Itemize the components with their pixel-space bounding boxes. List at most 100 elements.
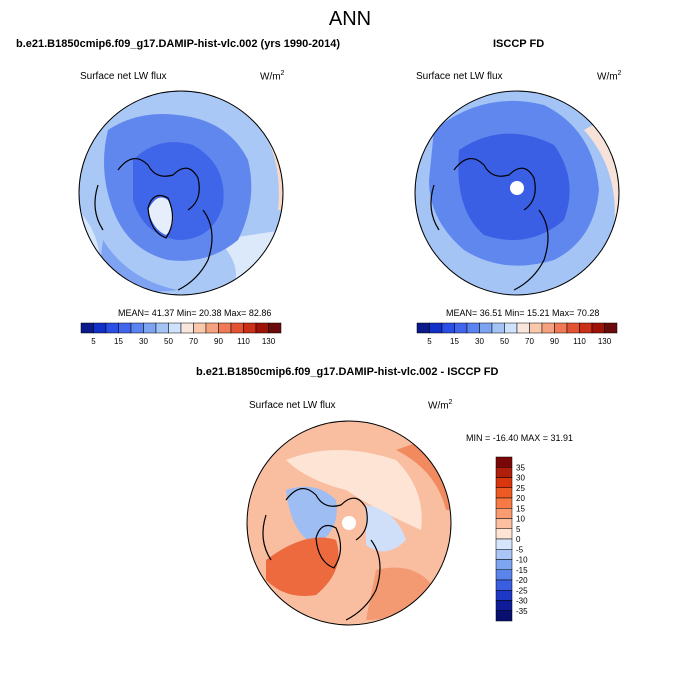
obs-panel-title: ISCCP FD	[493, 38, 545, 50]
obs-map-border	[414, 90, 620, 296]
obs-polar-hole	[510, 181, 524, 195]
colorbar-swatch	[80, 322, 94, 334]
colorbar-swatch	[180, 322, 194, 334]
colorbar-swatch	[193, 322, 207, 334]
colorbar-swatch	[529, 322, 543, 334]
colorbar-swatch	[495, 518, 513, 529]
colorbar-tick-label: 30	[475, 337, 484, 346]
diff-variable-label: Surface net LW flux	[249, 400, 336, 411]
colorbar-tick-label: 30	[516, 474, 525, 483]
colorbar-swatch	[495, 487, 513, 499]
colorbar-swatch	[495, 590, 513, 601]
colorbar-tick-label: 110	[237, 337, 250, 346]
colorbar-swatch	[441, 322, 455, 334]
colorbar-swatch	[93, 322, 107, 334]
obs-units-label: W/m2	[597, 70, 622, 83]
colorbar-tick-label: -20	[516, 576, 528, 585]
colorbar-swatch	[218, 322, 232, 334]
colorbar-tick-label: -25	[516, 586, 528, 595]
diff-map-region	[286, 450, 422, 530]
colorbar-tick-label: -15	[516, 566, 528, 575]
colorbar-swatch	[554, 322, 568, 334]
colorbar-swatch	[118, 322, 132, 334]
colorbar-swatch	[566, 322, 580, 334]
colorbar-tick-label: -35	[516, 607, 528, 616]
model-units-label: W/m2	[260, 70, 285, 83]
diff-coastlines	[262, 488, 381, 621]
colorbar-tick-label: -30	[516, 597, 528, 606]
diff-stats: MIN = -16.40 MAX = 31.91	[466, 433, 574, 443]
colorbar-tick-label: 25	[516, 484, 525, 493]
diff-polar-map	[246, 420, 452, 626]
diff-map-border	[246, 420, 452, 626]
colorbar-swatch	[495, 579, 513, 591]
colorbar-swatch	[243, 322, 257, 334]
colorbar-tick-label: 70	[525, 337, 534, 346]
colorbar-swatch	[495, 559, 513, 570]
colorbar-swatch	[466, 322, 480, 334]
colorbar-swatch	[591, 322, 605, 334]
colorbar-tick-label: 5	[516, 525, 521, 534]
colorbar-swatch	[255, 322, 269, 334]
model-colorbar: 5 15 30 50 70 90 110 130	[80, 322, 282, 346]
colorbar-swatch	[579, 322, 593, 334]
colorbar-swatch	[516, 322, 530, 334]
colorbar-swatch	[230, 322, 244, 334]
colorbar-swatch	[495, 549, 513, 560]
diff-map-region	[366, 567, 436, 620]
diff-map-region	[266, 537, 339, 596]
colorbar-swatch	[130, 322, 144, 334]
obs-coastlines	[430, 158, 549, 291]
colorbar-tick-label: 5	[427, 337, 432, 346]
colorbar-tick-label: 15	[516, 504, 525, 513]
colorbar-tick-label: 35	[516, 463, 525, 472]
colorbar-swatch	[495, 497, 513, 509]
colorbar-tick-label: 90	[214, 337, 223, 346]
obs-polar-map	[414, 90, 620, 296]
colorbar-swatch	[495, 467, 513, 478]
model-stats: MEAN= 41.37 Min= 20.38 Max= 82.86	[118, 308, 272, 318]
colorbar-swatch	[495, 477, 513, 488]
colorbar-tick-label: 10	[516, 515, 525, 524]
diff-map-region	[286, 486, 337, 545]
colorbar-tick-label: 0	[516, 535, 521, 544]
colorbar-tick-label: 70	[189, 337, 198, 346]
colorbar-tick-label: 5	[91, 337, 96, 346]
model-variable-label: Surface net LW flux	[80, 71, 167, 82]
obs-colorbar: 5 15 30 50 70 90 110 130	[416, 322, 618, 346]
colorbar-tick-label: 50	[500, 337, 509, 346]
colorbar-swatch	[495, 528, 513, 540]
colorbar-tick-label: 20	[516, 494, 525, 503]
colorbar-swatch	[168, 322, 182, 334]
model-panel-title: b.e21.B1850cmip6.f09_g17.DAMIP-hist-vlc.…	[16, 38, 341, 50]
diff-polar-hole	[342, 516, 356, 530]
colorbar-swatch	[495, 569, 513, 581]
colorbar-tick-label: 90	[550, 337, 559, 346]
colorbar-swatch	[495, 600, 513, 611]
colorbar-swatch	[491, 322, 505, 334]
colorbar-swatch	[143, 322, 157, 334]
model-polar-map	[78, 90, 284, 296]
colorbar-tick-label: 15	[450, 337, 459, 346]
colorbar-tick-label: -10	[516, 556, 528, 565]
colorbar-tick-label: 15	[114, 337, 123, 346]
colorbar-swatch	[495, 538, 513, 550]
diff-units-label: W/m2	[428, 399, 453, 412]
colorbar-swatch	[155, 322, 169, 334]
colorbar-swatch	[416, 322, 430, 334]
colorbar-swatch	[495, 610, 513, 622]
colorbar-swatch	[541, 322, 555, 334]
colorbar-tick-label: 130	[598, 337, 612, 346]
colorbar-tick-label: 30	[139, 337, 148, 346]
colorbar-swatch	[604, 322, 618, 334]
colorbar-swatch	[495, 456, 513, 468]
colorbar-swatch	[495, 508, 513, 519]
diff-panel-title: b.e21.B1850cmip6.f09_g17.DAMIP-hist-vlc.…	[196, 366, 499, 378]
colorbar-swatch	[268, 322, 282, 334]
colorbar-swatch	[205, 322, 219, 334]
obs-variable-label: Surface net LW flux	[416, 71, 503, 82]
diff-map-region	[366, 505, 406, 552]
figure-title: ANN	[328, 8, 372, 30]
colorbar-tick-label: 130	[262, 337, 276, 346]
